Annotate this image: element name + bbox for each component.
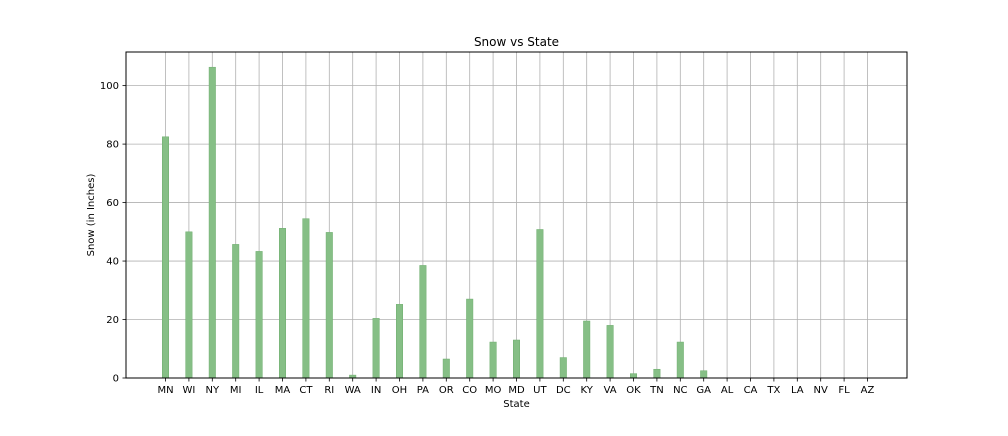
- x-tick-label: MO: [485, 385, 502, 396]
- bar-ut: [536, 229, 544, 379]
- bar-ri: [325, 232, 333, 379]
- x-tick-label: AZ: [861, 385, 875, 396]
- y-tick-label: 60: [106, 198, 119, 209]
- bar-ny: [208, 66, 216, 379]
- bar-wi: [185, 231, 193, 379]
- bar-ok: [630, 373, 637, 379]
- bar-ct: [302, 218, 310, 379]
- x-tick-label: WI: [182, 385, 195, 396]
- bar-tn: [653, 368, 661, 379]
- x-tick-label: NV: [814, 385, 828, 396]
- y-axis-ticks: 0 20 40 60 80 100: [100, 81, 126, 385]
- x-tick-label: FL: [838, 385, 850, 396]
- x-tick-label: RI: [324, 385, 334, 396]
- x-tick-label: MN: [157, 385, 173, 396]
- x-tick-label: LA: [791, 385, 804, 396]
- x-tick-label: OK: [626, 385, 641, 396]
- x-tick-label: NY: [206, 385, 220, 396]
- x-tick-label: DC: [556, 385, 571, 396]
- x-tick-label: PA: [417, 385, 429, 396]
- y-tick-label: 80: [106, 140, 119, 151]
- x-axis-label: State: [503, 399, 529, 410]
- x-tick-label: GA: [696, 385, 711, 396]
- bar-md: [513, 339, 520, 379]
- x-tick-label: CA: [744, 385, 758, 396]
- x-tick-label: OR: [439, 385, 454, 396]
- bar-in: [372, 318, 380, 379]
- x-axis-ticks: MN WI NY MI IL MA CT RI WA IN OH PA OR CO MO MD UT DC KY VA…: [157, 378, 874, 396]
- bar-ky: [583, 320, 591, 379]
- bar-mi: [232, 244, 240, 379]
- x-tick-label: MI: [230, 385, 242, 396]
- y-tick-label: 0: [113, 374, 119, 385]
- x-tick-label: TN: [649, 385, 664, 396]
- y-tick-label: 40: [106, 257, 119, 268]
- bar-ma: [279, 228, 286, 379]
- x-tick-label: AL: [721, 385, 734, 396]
- bar-ga: [700, 370, 708, 379]
- bar-nc: [676, 341, 684, 379]
- bar-il: [255, 251, 263, 379]
- bar-pa: [419, 265, 427, 379]
- x-tick-label: MD: [508, 385, 525, 396]
- x-tick-label: NC: [673, 385, 687, 396]
- x-tick-label: CT: [299, 385, 313, 396]
- bar-co: [466, 298, 474, 379]
- bar-dc: [559, 357, 567, 379]
- x-tick-label: IL: [255, 385, 264, 396]
- x-tick-label: WA: [345, 385, 361, 396]
- y-axis-label: Snow (in Inches): [86, 174, 97, 257]
- x-tick-label: TX: [766, 385, 780, 396]
- x-tick-label: MA: [275, 385, 291, 396]
- bar-oh: [396, 304, 403, 379]
- x-tick-label: VA: [604, 385, 617, 396]
- x-tick-label: IN: [371, 385, 381, 396]
- x-tick-label: KY: [581, 385, 594, 396]
- bar-or: [442, 358, 450, 379]
- bar-va: [606, 325, 614, 379]
- bar-mo: [489, 341, 497, 379]
- x-tick-label: UT: [533, 385, 547, 396]
- y-tick-label: 20: [106, 315, 119, 326]
- bar-mn: [162, 136, 169, 379]
- y-tick-label: 100: [100, 81, 119, 92]
- chart-title: Snow vs State: [474, 35, 559, 49]
- x-tick-label: OH: [392, 385, 407, 396]
- x-tick-label: CO: [462, 385, 477, 396]
- bars: [162, 66, 708, 379]
